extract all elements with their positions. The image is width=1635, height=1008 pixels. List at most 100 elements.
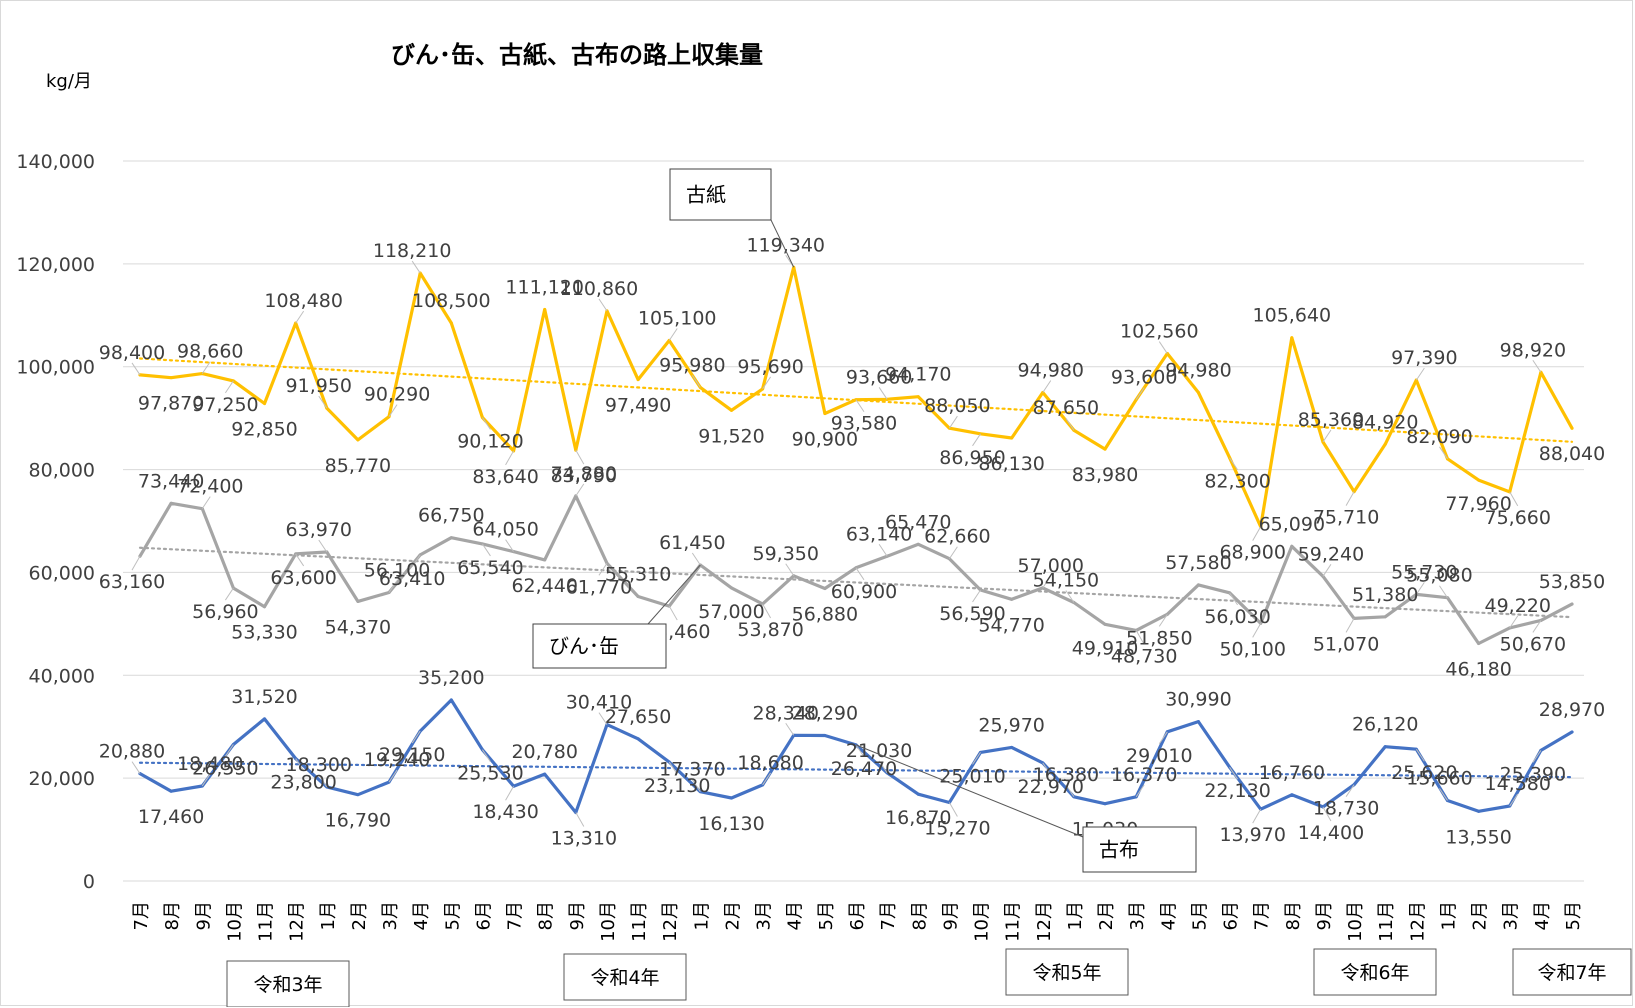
x-tick-label: 8月: [536, 901, 557, 930]
data-point: [1103, 802, 1107, 806]
data-label: 23,800: [270, 772, 336, 794]
x-tick-label: 12月: [287, 901, 308, 942]
data-label: 66,750: [418, 505, 484, 527]
data-label: 56,030: [1204, 606, 1270, 628]
data-label: 95,980: [659, 354, 725, 376]
data-label: 61,450: [659, 532, 725, 554]
chart-title: びん･缶、古紙、古布の路上収集量: [391, 41, 763, 69]
data-label: 16,790: [325, 810, 391, 832]
leader-line: [972, 433, 981, 447]
data-point: [916, 792, 920, 796]
leader-line: [1042, 575, 1052, 589]
era-box: [226, 960, 350, 1007]
data-label: 56,100: [364, 559, 430, 581]
data-label: 28,970: [1539, 699, 1605, 721]
x-tick-label: 3月: [1501, 901, 1522, 930]
data-label: 20,880: [99, 741, 165, 763]
data-label: 60,900: [831, 581, 897, 603]
data-label: 62,440: [511, 575, 577, 597]
data-point: [1010, 436, 1014, 440]
data-label: 49,910: [1072, 637, 1138, 659]
data-label: 73,440: [138, 470, 204, 492]
data-point: [543, 558, 547, 562]
leader-line: [224, 744, 234, 757]
leader-line: [1135, 387, 1145, 400]
leader-line: [762, 376, 772, 390]
callout-leader: [855, 744, 1084, 838]
data-label: 25,970: [978, 714, 1044, 736]
data-label: 54,150: [1033, 570, 1099, 592]
x-tick-labels: 7月 8月 9月 10月 11月 12月 1月 2月 3月 4月 5月 6月 7月 8月 9月 10月 11月 1…: [131, 901, 1584, 942]
data-label: 86,130: [978, 453, 1044, 475]
x-tick-label: 2月: [722, 901, 743, 930]
leader-line: [598, 563, 608, 576]
leader-line: [948, 802, 958, 817]
data-label: 53,850: [1539, 571, 1605, 593]
x-tick-label: 3月: [380, 901, 401, 930]
era-box: [1313, 948, 1437, 996]
leader-line: [505, 539, 514, 552]
data-label: 29,010: [1126, 745, 1192, 767]
x-tick-label: 10月: [1345, 901, 1366, 942]
data-label: 108,480: [264, 290, 343, 312]
x-tick-label: 8月: [909, 901, 930, 930]
data-point: [169, 501, 173, 505]
data-label: 63,970: [286, 519, 352, 541]
data-label: 108,500: [412, 290, 491, 312]
data-label: 64,050: [472, 519, 538, 541]
data-label: 17,370: [659, 759, 725, 781]
data-label: 75,660: [1484, 507, 1550, 529]
data-label: 57,000: [1018, 555, 1084, 577]
leader-line: [1065, 590, 1075, 603]
leader-line: [1345, 784, 1355, 797]
data-label: 86,950: [939, 447, 1005, 469]
data-label: 83,790: [551, 465, 617, 487]
data-point: [1570, 426, 1574, 430]
data-label: 65,540: [457, 557, 523, 579]
data-point: [636, 595, 640, 599]
leader-line: [201, 773, 211, 787]
leader-line: [1322, 429, 1332, 443]
leader-line: [201, 496, 211, 509]
data-label: 51,850: [1126, 627, 1192, 649]
leader-line: [1345, 491, 1355, 506]
leader-line: [224, 587, 234, 601]
data-point: [1010, 597, 1014, 601]
leader-line: [691, 779, 701, 792]
data-label: 57,000: [698, 601, 764, 623]
data-point: [729, 586, 733, 590]
data-label: 65,090: [1259, 513, 1325, 535]
data-label: 25,530: [457, 763, 523, 785]
leader-line: [318, 774, 328, 788]
x-tick-label: 1月: [1065, 901, 1086, 930]
x-tick-label: 5月: [816, 901, 837, 930]
data-label: 50,670: [1500, 633, 1566, 655]
data-label: 98,660: [177, 341, 243, 363]
y-tick-labels: 0 20,000 40,000 60,000 80,000 100,000 120,000 1…: [16, 151, 95, 893]
leader-line: [1135, 630, 1145, 645]
data-label: 59,350: [752, 543, 818, 565]
x-tick-label: 3月: [754, 901, 775, 930]
data-point: [823, 412, 827, 416]
leader-line: [482, 417, 491, 430]
data-point: [1477, 642, 1481, 646]
data-point: [1477, 809, 1481, 813]
data-point: [1383, 615, 1387, 619]
leader-line: [224, 380, 234, 394]
leader-line: [691, 375, 701, 388]
leader-line: [575, 483, 585, 497]
data-label: 22,130: [1204, 780, 1270, 802]
x-tick-label: 1月: [1438, 901, 1459, 930]
data-label: 93,580: [831, 413, 897, 435]
leader-line: [201, 361, 211, 374]
data-label: 119,340: [746, 234, 825, 256]
leader-line: [1415, 367, 1425, 381]
leader-line: [411, 730, 421, 744]
series-name-label: 古紙: [686, 183, 726, 207]
leader-line: [482, 749, 491, 762]
leader-line: [1439, 585, 1448, 599]
data-label: 61,770: [566, 576, 632, 598]
data-label: 23,130: [644, 775, 710, 797]
data-label: 13,550: [1445, 826, 1511, 848]
